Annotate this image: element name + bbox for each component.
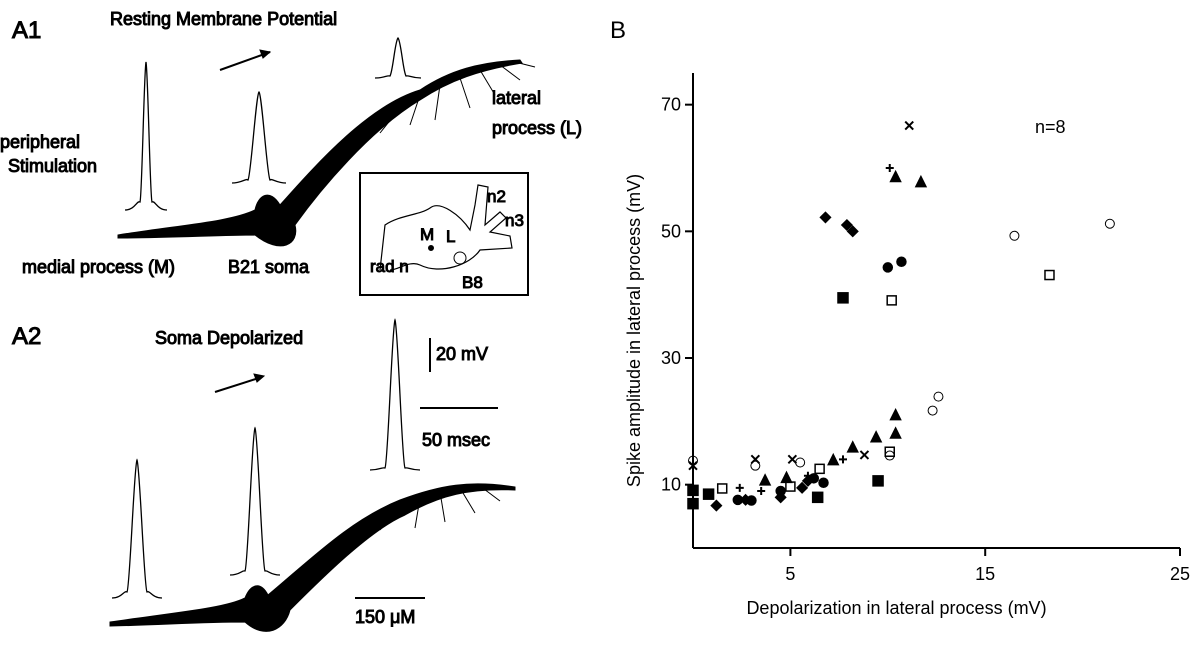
point: [795, 457, 806, 468]
point: [927, 405, 938, 416]
point: [710, 499, 723, 512]
label: B21 soma: [228, 257, 310, 277]
inset-ganglion: [379, 184, 513, 271]
y-tick-label: 30: [661, 348, 681, 368]
point: [780, 470, 793, 484]
y-tick-label: 10: [661, 475, 681, 495]
y-tick-label: 70: [661, 95, 681, 115]
point: [885, 164, 894, 172]
point: [1044, 269, 1055, 281]
x-tick-label: 15: [975, 564, 995, 584]
point: [818, 477, 829, 489]
point: [702, 488, 715, 500]
point: [884, 450, 895, 461]
point: [750, 460, 761, 471]
x-axis-label: Depolarization in lateral process (mV): [746, 598, 1046, 618]
label: Stimulation: [8, 156, 97, 176]
panel-label: A2: [12, 323, 41, 350]
point: [716, 483, 728, 494]
panel-a: A1 Resting Membrane Potential peripheral…: [0, 9, 583, 632]
point: [859, 450, 870, 460]
trace: [369, 318, 421, 471]
point: [838, 455, 847, 464]
trace: [124, 61, 168, 211]
point: [803, 471, 812, 480]
scale-label: 150 μM: [355, 607, 415, 627]
neuron: [117, 59, 523, 247]
x-tick-label: 25: [1170, 564, 1190, 584]
panel-title: Soma Depolarized: [155, 328, 303, 348]
y-axis-label: Spike amplitude in lateral process (mV): [624, 174, 644, 487]
neuron: [109, 483, 516, 632]
trace: [374, 37, 422, 79]
point: [811, 491, 824, 504]
label: medial process (M): [22, 257, 175, 277]
annotation: n=8: [1035, 117, 1066, 137]
panel-label: B: [610, 17, 626, 44]
inset-label: M: [420, 225, 434, 244]
inset-b8: [453, 251, 467, 265]
inset-label: n2: [487, 187, 506, 206]
point: [1009, 230, 1020, 241]
arrowhead: [259, 49, 272, 59]
inset-soma: [428, 245, 434, 251]
point: [787, 454, 798, 465]
point: [750, 454, 761, 465]
point: [688, 460, 698, 471]
inset-label: L: [446, 227, 455, 246]
point: [914, 174, 928, 188]
y-tick-label: 50: [661, 221, 681, 241]
point: [889, 169, 902, 183]
scale-label: 20 mV: [436, 344, 488, 364]
label: process (L): [492, 118, 582, 138]
point: [869, 430, 883, 443]
scale-label: 50 msec: [422, 430, 490, 450]
point: [785, 481, 796, 492]
trace: [111, 458, 163, 599]
point: [884, 446, 895, 457]
point: [889, 426, 902, 439]
inset-label: n3: [505, 211, 524, 230]
dendrites: [379, 61, 536, 134]
point: [687, 484, 699, 497]
arrow: [214, 376, 263, 393]
point: [1104, 218, 1115, 229]
label: lateral: [492, 88, 541, 108]
point: [882, 262, 894, 273]
point: [687, 497, 699, 510]
trace: [229, 426, 281, 576]
point: [840, 218, 853, 232]
point: [774, 491, 787, 504]
point: [819, 211, 832, 224]
dendrites: [379, 485, 501, 531]
point: [889, 407, 902, 421]
label: peripheral: [0, 132, 80, 152]
arrowhead: [253, 373, 266, 383]
point: [933, 391, 944, 402]
point: [872, 475, 884, 487]
inset-label: B8: [462, 273, 483, 292]
point: [904, 120, 914, 131]
point: [757, 487, 766, 495]
point: [886, 295, 897, 306]
point: [796, 481, 809, 494]
point: [827, 452, 840, 466]
point: [896, 256, 907, 267]
panel-title: Resting Membrane Potential: [110, 9, 337, 29]
point: [758, 473, 772, 486]
point: [837, 292, 849, 304]
point: [846, 225, 859, 238]
point: [735, 483, 744, 492]
point: [739, 493, 752, 506]
panel-label: A1: [12, 17, 41, 44]
inset-label: rad n: [370, 257, 409, 276]
point: [801, 474, 814, 487]
point: [846, 440, 859, 453]
point: [814, 463, 825, 475]
trace: [231, 91, 287, 184]
inset-box: [359, 172, 529, 296]
x-tick-label: 5: [785, 564, 795, 584]
